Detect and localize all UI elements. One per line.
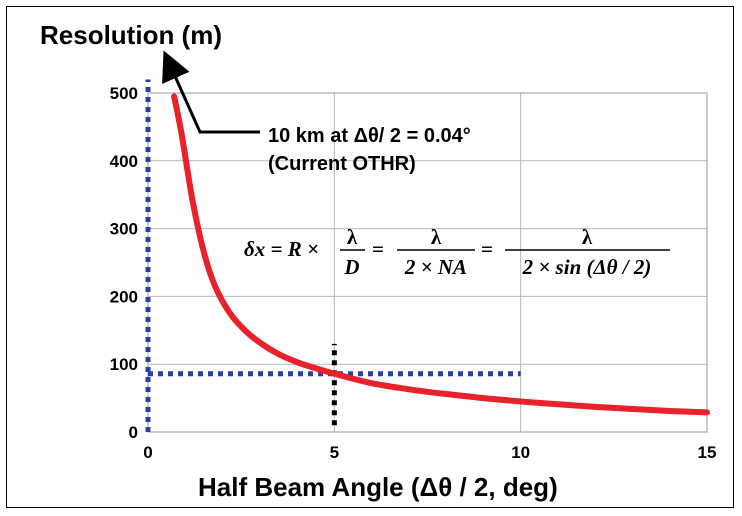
formula-frac3-num: λ	[582, 225, 593, 249]
annotation-label-line2: (Current OTHR)	[268, 153, 416, 175]
y-tick-label-300: 300	[110, 220, 138, 239]
y-tick-label-100: 100	[110, 355, 138, 374]
guide-lines	[145, 79, 521, 432]
y-tick-label-500: 500	[110, 84, 138, 103]
annotation-label-line1: 10 km at Δθ/ 2 = 0.04°	[268, 125, 471, 147]
resolution-formula: δx = R × λ D = λ 2 × NA = λ 2 × sin (Δθ …	[244, 225, 670, 279]
x-tick-label-0: 0	[143, 443, 152, 462]
plot-area	[147, 92, 708, 433]
x-tick-label-10: 10	[511, 443, 530, 462]
formula-frac2-num: λ	[431, 225, 442, 249]
x-tick-label-5: 5	[330, 443, 339, 462]
y-tick-label-400: 400	[110, 152, 138, 171]
x-axis-label: Half Beam Angle (Δθ / 2, deg)	[198, 472, 558, 502]
x-tick-label-15: 15	[698, 443, 717, 462]
formula-frac1-num: λ	[347, 225, 358, 249]
formula-eq1: =	[372, 237, 384, 261]
formula-frac1-den: D	[343, 255, 359, 279]
y-tick-label-0: 0	[129, 423, 138, 442]
y-tick-label-200: 200	[110, 287, 138, 306]
tick-labels: 0 100 200 300 400 500 0 5 10 15	[110, 84, 717, 462]
series-line-0	[171, 93, 710, 416]
formula-lhs: δx = R ×	[244, 237, 319, 261]
formula-frac3-den: 2 × sin (Δθ / 2)	[522, 255, 652, 279]
annotation-arrow	[162, 50, 260, 134]
formula-eq2: =	[481, 237, 493, 261]
series-layer	[171, 93, 710, 416]
formula-frac2-den: 2 × NA	[404, 255, 467, 279]
y-axis-label: Resolution (m)	[40, 20, 222, 50]
chart-frame	[6, 6, 734, 508]
